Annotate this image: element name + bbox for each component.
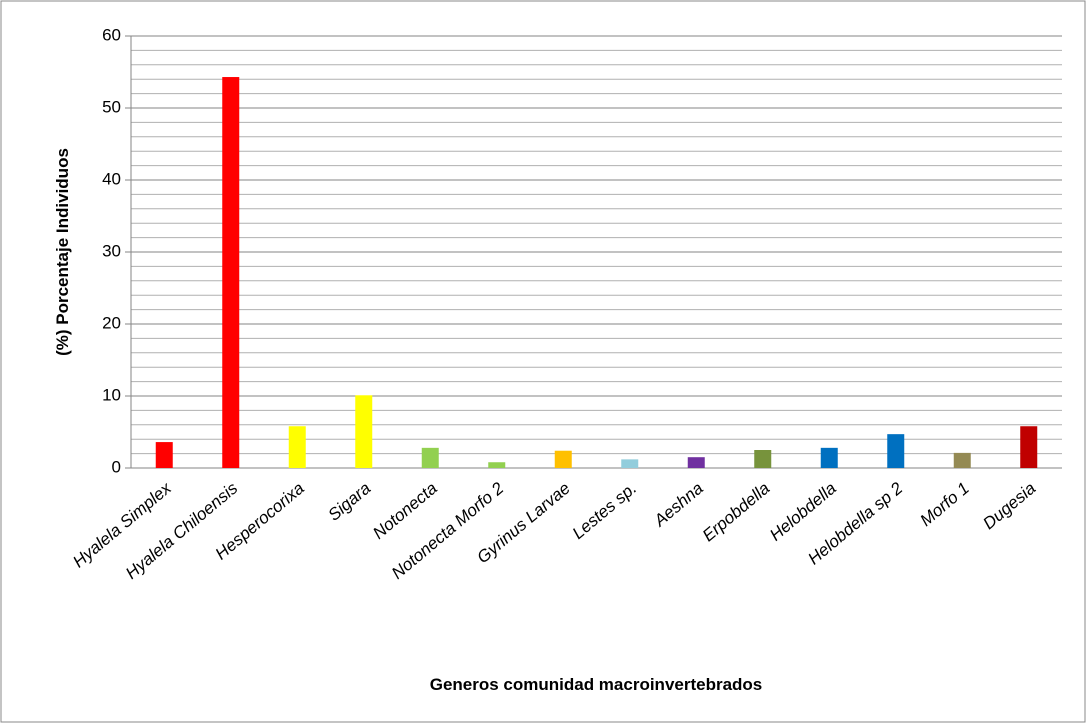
bar (421, 447, 439, 468)
y-tick-label: 20 (102, 313, 121, 332)
bar (554, 450, 572, 468)
y-tick-label: 60 (102, 25, 121, 44)
bar (820, 447, 838, 468)
y-tick-label: 0 (112, 457, 121, 476)
y-tick-label: 10 (102, 385, 121, 404)
bar (887, 434, 905, 468)
bar (1020, 426, 1038, 468)
bar (687, 457, 705, 468)
bar (953, 452, 971, 468)
y-tick-label: 30 (102, 241, 121, 260)
x-axis-title: Generos comunidad macroinvertebrados (430, 675, 763, 694)
bar (222, 77, 240, 468)
bar (488, 462, 506, 468)
bar (155, 442, 173, 468)
y-tick-label: 40 (102, 169, 121, 188)
y-axis-title: (%) Porcentaje Individuos (53, 148, 72, 356)
bar (621, 459, 639, 468)
bar (754, 450, 772, 468)
y-tick-label: 50 (102, 97, 121, 116)
bar (355, 395, 373, 468)
bar (288, 426, 306, 468)
